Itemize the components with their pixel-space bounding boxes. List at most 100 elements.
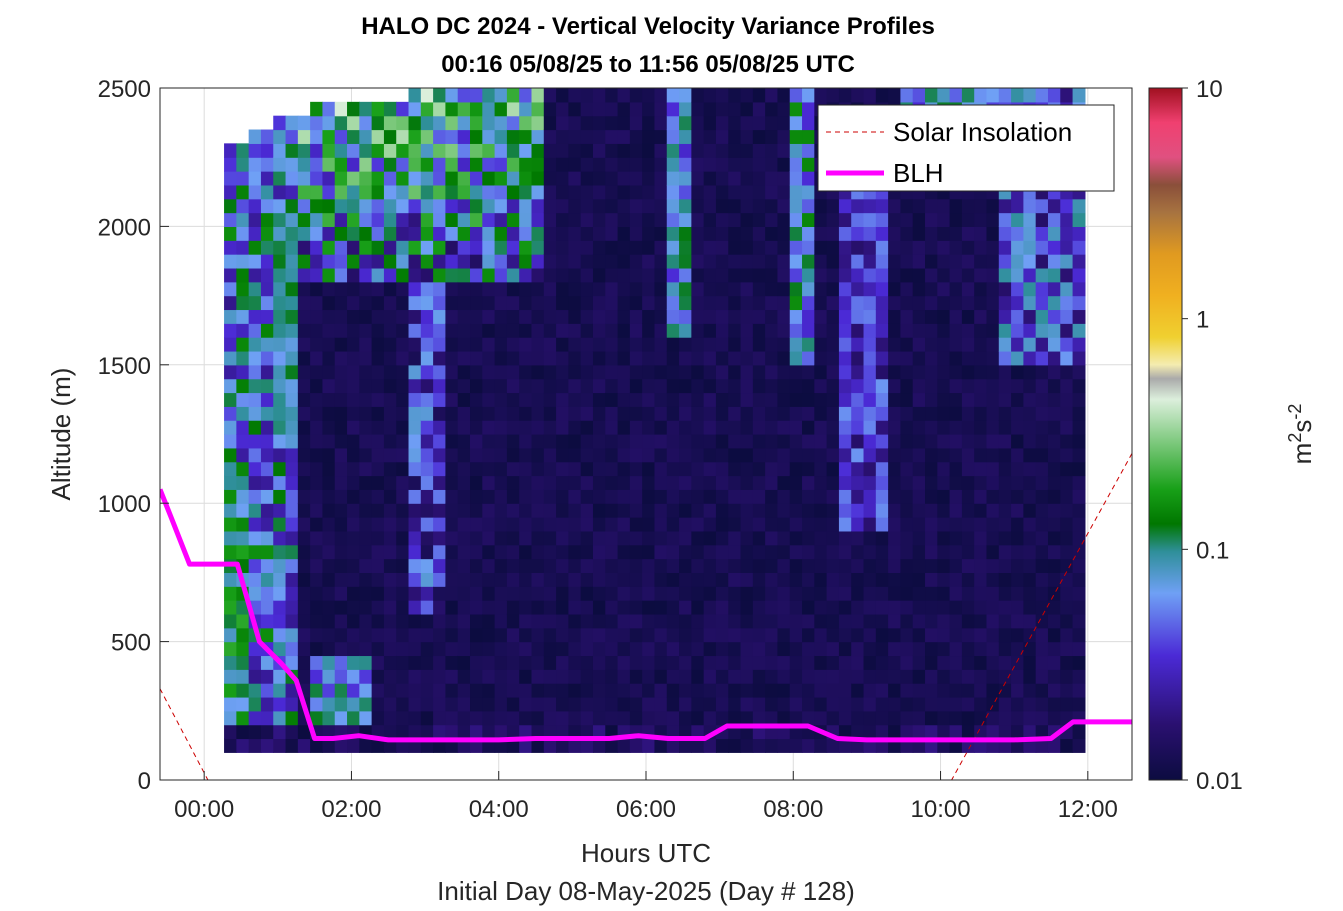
heatmap-cell [408,503,422,518]
heatmap-cell [888,655,902,670]
heatmap-cell [617,683,631,698]
heatmap-cell [826,461,840,477]
heatmap-cell [580,267,594,283]
heatmap-cell [359,309,373,324]
heatmap-cell [752,475,766,490]
heatmap-cell [752,489,766,504]
heatmap-cell [408,350,422,366]
heatmap-cell [642,641,656,657]
heatmap-cell [752,683,766,698]
heatmap-cell [383,420,397,435]
heatmap-cell [383,184,397,200]
heatmap-cell [912,337,926,352]
heatmap-cell [863,267,877,283]
heatmap-cell [900,586,914,601]
heatmap-cell [580,517,594,532]
heatmap-cell [371,503,385,518]
heatmap-cell [260,157,274,172]
heatmap-cell [482,683,496,698]
heatmap-cell [408,558,422,573]
heatmap-cell [236,281,250,297]
heatmap-cell [961,655,975,670]
heatmap-cell [752,447,766,463]
heatmap-cell [838,447,852,463]
heatmap-cell [605,364,619,380]
heatmap-cell [1072,572,1086,587]
heatmap-cell [371,212,385,227]
heatmap-cell [580,503,594,518]
heatmap-cell [986,434,1000,449]
heatmap-cell [347,503,360,518]
heatmap-cell [457,724,471,740]
heatmap-cell [334,475,348,490]
heatmap-cell [420,115,434,131]
heatmap-cell [1035,517,1049,532]
heatmap-cell [347,461,360,477]
heatmap-cell [371,406,385,421]
heatmap-cell [802,710,815,726]
heatmap-cell [666,738,680,753]
heatmap-cell [679,530,692,546]
heatmap-cell [961,323,975,338]
heatmap-cell [826,600,840,615]
heatmap-cell [310,212,324,227]
heatmap-cell [900,641,914,657]
heatmap-cell [961,434,975,449]
heatmap-cell [556,572,569,587]
heatmap-cell [740,337,754,352]
heatmap-cell [949,503,963,518]
heatmap-cell [949,724,963,740]
heatmap-cell [715,517,729,532]
heatmap-cell [224,503,237,518]
heatmap-cell [949,530,963,546]
heatmap-cell [740,613,754,629]
heatmap-cell [715,267,729,283]
heatmap-cell [826,254,840,269]
heatmap-cell [359,364,373,380]
heatmap-cell [273,558,287,573]
heatmap-cell [1035,447,1049,463]
y-tick-label: 500 [111,630,151,657]
heatmap-cell [888,586,902,601]
heatmap-cell [519,184,533,200]
heatmap-cell [285,240,299,255]
heatmap-cell [765,710,779,726]
heatmap-cell [347,558,360,573]
heatmap-cell [1011,281,1024,297]
heatmap-cell [679,669,692,684]
heatmap-cell [949,378,963,394]
heatmap-cell [310,323,324,338]
heatmap-cell [617,544,631,560]
heatmap-cell [789,489,803,504]
heatmap-cell [826,323,840,338]
heatmap-cell [961,724,975,740]
heatmap-cell [310,295,324,311]
heatmap-cell [875,461,889,477]
heatmap-cell [998,323,1012,338]
heatmap-cell [826,267,840,283]
heatmap-cell [568,517,582,532]
heatmap-cell [334,600,348,615]
heatmap-cell [765,364,779,380]
heatmap-cell [531,350,545,366]
heatmap-cell [273,226,287,241]
heatmap-cell [679,254,692,269]
heatmap-cell [433,88,447,103]
heatmap-cell [1011,434,1024,449]
heatmap-cell [506,738,520,753]
heatmap-cell [998,198,1012,214]
heatmap-cell [888,530,902,546]
heatmap-cell [396,378,410,394]
heatmap-cell [347,157,360,172]
heatmap-cell [371,586,385,601]
heatmap-cell [617,281,631,297]
heatmap-cell [998,517,1012,532]
heatmap-cell [802,420,815,435]
heatmap-cell [285,184,299,200]
heatmap-cell [1023,461,1037,477]
heatmap-cell [777,627,791,643]
heatmap-cell [691,724,705,740]
heatmap-cell [482,198,496,214]
